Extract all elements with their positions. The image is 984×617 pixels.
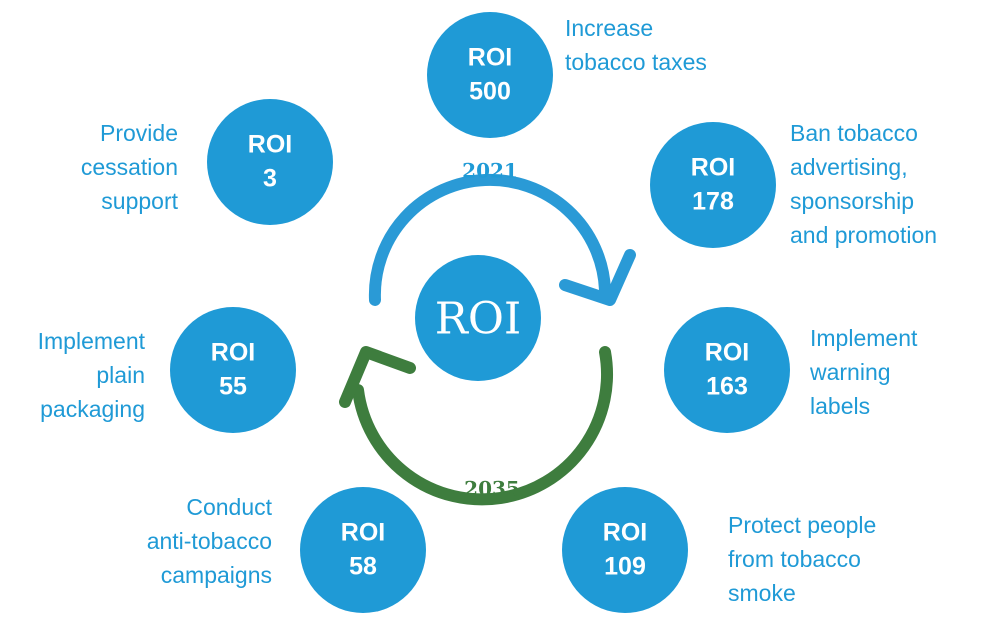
node-circle [562,487,688,613]
node-circle [650,122,776,248]
arrowhead-top [559,249,636,306]
node-description: smoke [728,580,796,606]
node-description: packaging [40,396,145,422]
node-description: Conduct [186,494,272,520]
node-description: from tobacco [728,546,861,572]
node-description: campaigns [161,562,272,588]
node-description: labels [810,393,870,419]
node-value: 163 [706,373,748,401]
end-year: 2035 [464,477,520,501]
node-description: tobacco taxes [565,49,707,75]
center-circle [415,255,541,381]
node-circle [300,487,426,613]
node-value: 109 [604,553,646,581]
node-description: Protect people [728,512,876,538]
node-label: ROI [341,519,385,547]
node-label: ROI [211,339,255,367]
node-value: 58 [349,553,377,581]
node-value: 55 [219,373,247,401]
node-description: advertising, [790,154,908,180]
node-description: cessation [81,154,178,180]
node-description: anti-tobacco [147,528,272,554]
arrowhead-bottom [339,346,416,408]
node-description: and promotion [790,222,937,248]
node-description: plain [96,362,145,388]
node-description: Implement [38,328,146,354]
node-label: ROI [705,339,749,367]
node-description: Ban tobacco [790,120,918,146]
node-description: sponsorship [790,188,914,214]
node-description: Provide [100,120,178,146]
node-label: ROI [468,44,512,72]
center-label: ROI [435,294,522,345]
nodes: ROI 500 Increase tobacco taxes ROI 178 Ban tob… [38,12,937,613]
node-circle [170,307,296,433]
node-value: 3 [263,165,277,193]
node-label: ROI [691,154,735,182]
node-circle [427,12,553,138]
node-label: ROI [603,519,647,547]
node-value: 178 [692,188,734,216]
cycle-arrow-top [368,173,611,306]
start-year: 2021 [462,159,518,183]
node-description: Implement [810,325,918,351]
node-description: support [101,188,178,214]
node-description: Increase [565,15,653,41]
node-circle [664,307,790,433]
node-label: ROI [248,131,292,159]
node-value: 500 [469,78,511,106]
cycle-arrow-bottom [352,346,613,506]
node-description: warning [809,359,891,385]
node-circle [207,99,333,225]
